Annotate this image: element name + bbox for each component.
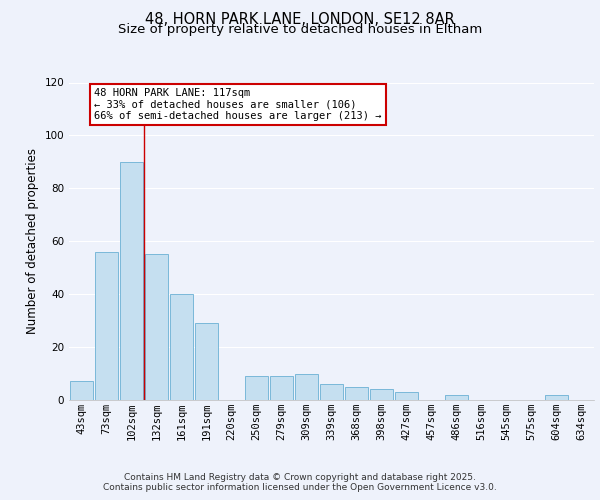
Text: Size of property relative to detached houses in Eltham: Size of property relative to detached ho… xyxy=(118,24,482,36)
Text: 48, HORN PARK LANE, LONDON, SE12 8AR: 48, HORN PARK LANE, LONDON, SE12 8AR xyxy=(145,12,455,28)
Bar xyxy=(345,387,368,400)
Bar xyxy=(295,374,318,400)
Bar xyxy=(170,294,193,400)
Bar xyxy=(120,162,143,400)
Bar xyxy=(395,392,418,400)
Y-axis label: Number of detached properties: Number of detached properties xyxy=(26,148,39,334)
Text: Contains public sector information licensed under the Open Government Licence v3: Contains public sector information licen… xyxy=(103,482,497,492)
Bar xyxy=(270,376,293,400)
Bar xyxy=(545,394,568,400)
Bar xyxy=(320,384,343,400)
Bar xyxy=(245,376,268,400)
Bar xyxy=(95,252,118,400)
Bar xyxy=(195,324,218,400)
Text: 48 HORN PARK LANE: 117sqm
← 33% of detached houses are smaller (106)
66% of semi: 48 HORN PARK LANE: 117sqm ← 33% of detac… xyxy=(94,88,382,121)
Bar xyxy=(445,394,468,400)
Text: Contains HM Land Registry data © Crown copyright and database right 2025.: Contains HM Land Registry data © Crown c… xyxy=(124,472,476,482)
Bar xyxy=(370,390,393,400)
Bar xyxy=(70,382,93,400)
Bar xyxy=(145,254,168,400)
